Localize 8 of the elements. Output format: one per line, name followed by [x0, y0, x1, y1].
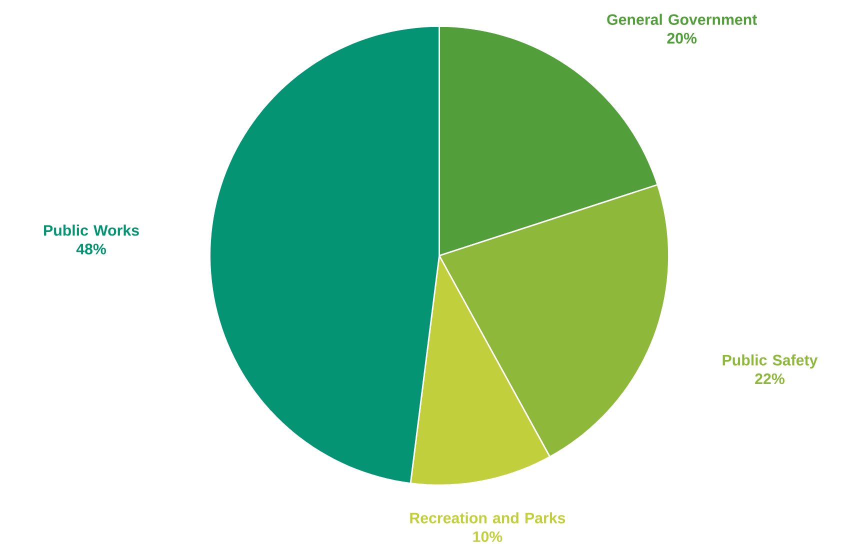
slice-label: Public Safety [722, 354, 818, 369]
data-label: 22% [755, 373, 784, 384]
data-label: 48% [76, 244, 106, 254]
data-label: 20% [667, 32, 697, 44]
slice-label: General Government [607, 14, 757, 25]
slice-label: Recreation and Parks [410, 512, 566, 524]
data-label: 10% [473, 531, 502, 542]
slice-label: Public Works [44, 224, 139, 236]
